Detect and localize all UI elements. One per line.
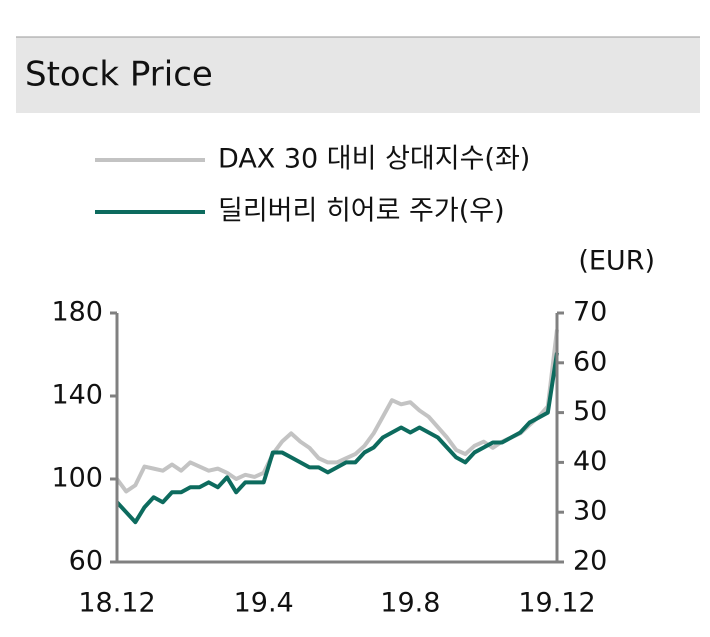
chart-title: Stock Price: [25, 55, 213, 95]
legend-label: DAX 30 대비 상대지수(좌): [218, 144, 530, 175]
y-tick-label: 140: [51, 380, 103, 411]
y-tick-label: 180: [51, 297, 103, 328]
x-tick-label: 19.8: [380, 588, 440, 619]
y2-tick-label: 40: [573, 446, 607, 477]
x-tick-label: 19.12: [518, 588, 595, 619]
y2-tick-label: 20: [573, 546, 607, 577]
x-tick-label: 19.4: [234, 588, 294, 619]
legend-label: 딜리버리 히어로 주가(우): [218, 196, 505, 227]
y2-tick-label: 50: [573, 396, 607, 427]
y2-axis-label: (EUR): [578, 246, 655, 277]
header-band: [16, 37, 700, 113]
y2-tick-label: 60: [573, 346, 607, 377]
series-line: [115, 352, 559, 525]
y2-tick-label: 30: [573, 496, 607, 527]
y-tick-label: 60: [69, 546, 103, 577]
y-tick-label: 100: [51, 463, 103, 494]
series-line: [115, 329, 559, 494]
x-tick-label: 18.12: [78, 588, 155, 619]
y2-tick-label: 70: [573, 297, 607, 328]
